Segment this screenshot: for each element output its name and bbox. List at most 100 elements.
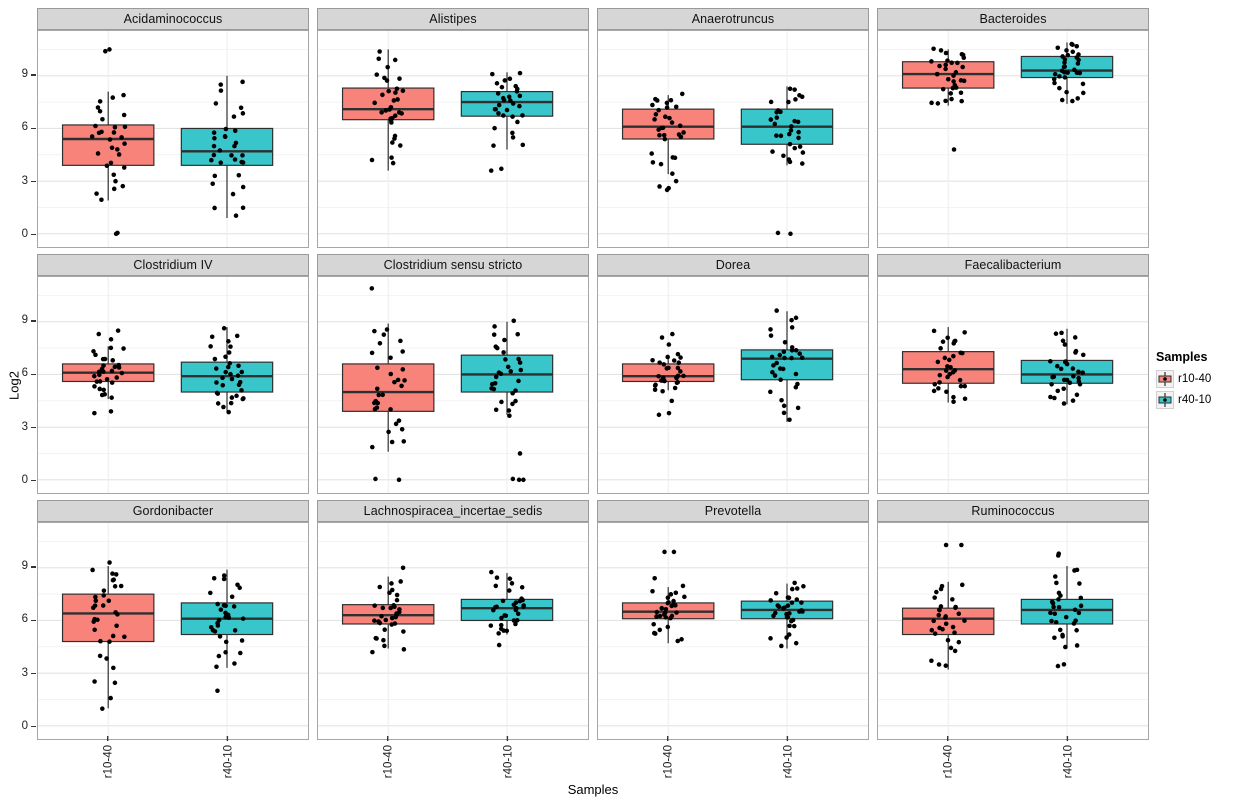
facet-title: Clostridium sensu stricto bbox=[383, 258, 523, 272]
facet-title: Faecalibacterium bbox=[964, 258, 1062, 272]
boxplot-r40-10 bbox=[180, 75, 274, 219]
boxplot-r40-10 bbox=[1020, 551, 1114, 669]
facet-title: Clostridium IV bbox=[133, 258, 213, 272]
boxplot-r40-10 bbox=[460, 70, 554, 173]
facet-panel bbox=[877, 30, 1149, 248]
x-tick-label: r10-40 bbox=[103, 745, 115, 778]
facet-title: Dorea bbox=[715, 258, 751, 272]
y-tick-label: 9 bbox=[21, 68, 28, 81]
facet-panel bbox=[597, 522, 869, 740]
x-tick-label: r10-40 bbox=[663, 745, 675, 778]
facet-strip: Bacteroides bbox=[877, 8, 1149, 30]
y-tick-label: 0 bbox=[21, 719, 28, 732]
boxplot-r40-10 bbox=[740, 580, 834, 649]
y-tick-mark bbox=[31, 672, 36, 675]
facet-strip: Clostridium IV bbox=[37, 254, 309, 276]
y-tick-mark bbox=[31, 373, 36, 376]
facet-panel bbox=[317, 276, 589, 494]
legend-label: r10-40 bbox=[1178, 373, 1212, 385]
y-tick-mark bbox=[31, 74, 36, 76]
boxplot-r40-10 bbox=[460, 318, 554, 483]
x-tick-label: r40-10 bbox=[222, 745, 234, 778]
facet-panel bbox=[37, 522, 309, 740]
x-axis-title: Samples bbox=[567, 782, 619, 797]
boxplot-r10-40 bbox=[621, 91, 715, 193]
boxplot-r10-40 bbox=[61, 47, 155, 237]
boxplot-r40-10 bbox=[1020, 328, 1114, 406]
boxplot-r10-40 bbox=[621, 549, 715, 644]
y-tick-label: 9 bbox=[21, 314, 28, 327]
facet-strip: Prevotella bbox=[597, 500, 869, 522]
y-tick-mark bbox=[31, 127, 36, 130]
facet-title: Acidaminococcus bbox=[123, 12, 223, 26]
facet-title: Ruminococcus bbox=[971, 504, 1055, 518]
facet-panel bbox=[317, 522, 589, 740]
facet-strip: Acidaminococcus bbox=[37, 8, 309, 30]
y-tick-mark bbox=[31, 619, 36, 622]
facet-strip: Alistipes bbox=[317, 8, 589, 30]
legend-label: r40-10 bbox=[1178, 394, 1212, 406]
boxplot-r10-40 bbox=[901, 46, 995, 152]
legend: Samples r10-40 r40-10 bbox=[1156, 350, 1211, 412]
x-tick-label: r40-10 bbox=[502, 745, 514, 778]
facet-panel bbox=[597, 30, 869, 248]
boxplot-key-icon bbox=[1156, 370, 1174, 388]
boxplot-r40-10 bbox=[180, 326, 274, 415]
x-axis: r10-40 r40-10 r10-40 r40-10 r10-40 r40-10 r10-… bbox=[103, 736, 1074, 778]
facet-title: Alistipes bbox=[429, 12, 477, 26]
legend-entry[interactable]: r10-40 bbox=[1156, 370, 1211, 388]
facet-panel bbox=[877, 276, 1149, 494]
boxplot-r10-40 bbox=[61, 560, 155, 711]
x-tick-label: r10-40 bbox=[943, 745, 955, 778]
y-tick-mark bbox=[31, 180, 36, 183]
y-tick-mark bbox=[31, 233, 36, 236]
boxplot-r10-40 bbox=[61, 328, 155, 416]
facet-title: Bacteroides bbox=[979, 12, 1047, 26]
legend-entry[interactable]: r40-10 bbox=[1156, 391, 1211, 409]
y-tick-label: 3 bbox=[21, 666, 28, 679]
y-tick-label: 0 bbox=[21, 227, 28, 240]
facet-strip: Ruminococcus bbox=[877, 500, 1149, 522]
facet-title: Lachnospiracea_incertae_sedis bbox=[363, 504, 543, 518]
y-tick-mark bbox=[31, 566, 36, 568]
boxplot-r10-40 bbox=[341, 49, 435, 171]
facet-panel bbox=[317, 30, 589, 248]
y-tick-mark bbox=[31, 426, 36, 429]
boxplot-r40-10 bbox=[740, 308, 834, 423]
boxplot-r40-10 bbox=[740, 86, 834, 237]
x-tick-label: r40-10 bbox=[1062, 745, 1074, 778]
y-tick-label: 9 bbox=[21, 560, 28, 573]
boxplot-r40-10 bbox=[1020, 41, 1114, 104]
boxplot-r40-10 bbox=[180, 569, 274, 694]
y-tick-label: 6 bbox=[21, 367, 28, 380]
y-tick-mark bbox=[31, 320, 36, 322]
y-tick-label: 6 bbox=[21, 121, 28, 134]
boxplot-r10-40 bbox=[621, 331, 715, 418]
boxplot-r10-40 bbox=[341, 565, 435, 655]
facet-strip: Clostridium sensu stricto bbox=[317, 254, 589, 276]
facet-strip: Gordonibacter bbox=[37, 500, 309, 522]
y-tick-label: 0 bbox=[21, 473, 28, 486]
facet-panel bbox=[37, 30, 309, 248]
facet-panel bbox=[597, 276, 869, 494]
boxplot-r10-40 bbox=[901, 327, 995, 405]
y-tick-mark bbox=[31, 725, 36, 728]
boxplot-r40-10 bbox=[460, 569, 554, 648]
x-tick-label: r40-10 bbox=[782, 745, 794, 778]
facet-title: Gordonibacter bbox=[132, 504, 214, 518]
y-tick-label: 3 bbox=[21, 174, 28, 187]
y-tick-label: 6 bbox=[21, 613, 28, 626]
facet-strip: Lachnospiracea_incertae_sedis bbox=[317, 500, 589, 522]
facet-panel bbox=[37, 276, 309, 494]
facet-title: Anaerotruncus bbox=[691, 12, 775, 26]
facet-strip: Dorea bbox=[597, 254, 869, 276]
boxplot-key-icon bbox=[1156, 391, 1174, 409]
boxplot-r10-40 bbox=[341, 286, 435, 483]
facet-strip: Faecalibacterium bbox=[877, 254, 1149, 276]
facet-panel bbox=[877, 522, 1149, 740]
facet-strip: Anaerotruncus bbox=[597, 8, 869, 30]
boxplot-r10-40 bbox=[901, 542, 995, 670]
legend-title: Samples bbox=[1156, 350, 1208, 364]
y-tick-mark bbox=[31, 479, 36, 482]
